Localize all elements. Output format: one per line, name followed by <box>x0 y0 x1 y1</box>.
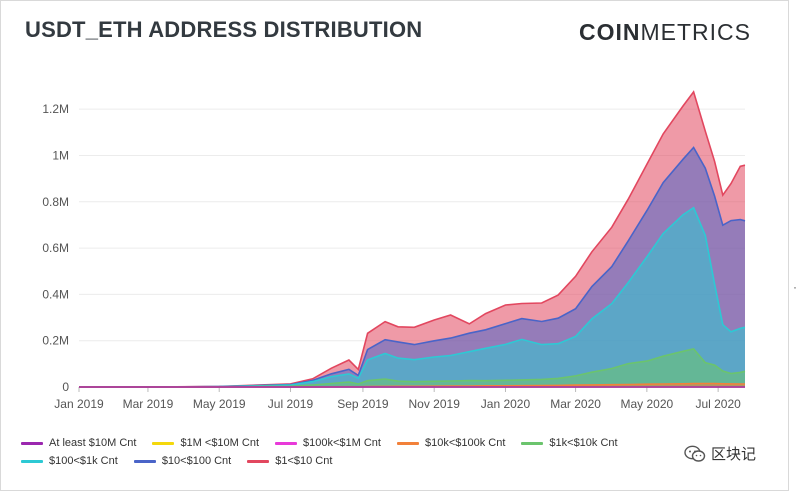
brand-logo-light: METRICS <box>640 19 751 45</box>
legend-item[interactable]: $1M <$10M Cnt <box>152 437 259 449</box>
legend-item[interactable]: $100k<$1M Cnt <box>275 437 381 449</box>
series-line <box>79 206 746 388</box>
legend-item[interactable]: At least $10M Cnt <box>21 437 136 449</box>
legend-swatch <box>521 441 544 445</box>
legend-swatch <box>21 459 43 463</box>
series-area <box>79 383 745 387</box>
legend-swatch <box>247 459 270 463</box>
series-line <box>79 90 746 388</box>
x-tick-label: Nov 2019 <box>409 397 461 411</box>
watermark: 区块记 <box>684 443 756 464</box>
x-tick-label: Jan 2019 <box>54 397 104 411</box>
x-tick-label: Mar 2019 <box>123 397 174 411</box>
legend-swatch <box>133 459 156 463</box>
brand-logo-bold: COIN <box>579 19 641 45</box>
legend-item[interactable]: $10<$100 Cnt <box>133 455 232 467</box>
side-mark: · <box>793 280 797 294</box>
area-chart: 0 0.2M 0.4M 0.6M 0.8M 1M 1.2M Jan 2019 Mar 2019 M… <box>42 90 746 411</box>
legend-label: $100<$1k Cnt <box>49 455 118 467</box>
y-tick-label: 1.2M <box>42 102 69 116</box>
chart-legend: At least $10M Cnt $1M <$10M Cnt $100k<$1M … <box>21 437 701 467</box>
legend-swatch <box>396 441 419 445</box>
series-group <box>79 90 746 388</box>
legend-label: $10k<$100k Cnt <box>424 437 506 449</box>
legend-swatch <box>21 441 43 445</box>
y-tick-label: 0.2M <box>42 334 69 348</box>
x-tick-label: Jul 2020 <box>695 397 741 411</box>
y-tick-label: 1M <box>52 148 69 162</box>
x-tick-label: Jul 2019 <box>268 397 314 411</box>
legend-item[interactable]: $1<$10 Cnt <box>247 455 332 467</box>
x-tick-label: Jan 2020 <box>481 397 531 411</box>
brand-logo: COINMETRICS <box>579 19 751 46</box>
legend-label: $1<$10 Cnt <box>275 455 333 467</box>
series-line <box>79 146 746 388</box>
series-area <box>79 348 745 387</box>
x-tick-label: Sep 2019 <box>337 397 389 411</box>
y-tick-label: 0.8M <box>42 195 69 209</box>
series-line <box>79 348 746 388</box>
chart-title: USDT_ETH ADDRESS DISTRIBUTION <box>25 17 423 42</box>
legend-swatch <box>275 441 298 445</box>
x-tick-label: May 2019 <box>193 397 246 411</box>
legend-label: $1k<$10k Cnt <box>549 437 618 449</box>
legend-label: $1M <$10M Cnt <box>180 437 260 449</box>
legend-item[interactable]: $1k<$10k Cnt <box>521 437 618 449</box>
y-tick-label: 0.4M <box>42 287 69 301</box>
x-tick-label: May 2020 <box>621 397 674 411</box>
legend-label: $100k<$1M Cnt <box>303 437 381 449</box>
legend-swatch <box>152 441 175 445</box>
legend-label: $10<$100 Cnt <box>161 455 232 467</box>
wechat-icon <box>684 445 706 462</box>
legend-item[interactable]: $10k<$100k Cnt <box>396 437 506 449</box>
legend-item[interactable]: $100<$1k Cnt <box>21 455 118 467</box>
watermark-text: 区块记 <box>711 446 757 463</box>
series-area <box>79 147 745 387</box>
legend-label: At least $10M Cnt <box>49 437 137 449</box>
y-tick-label: 0.6M <box>42 241 69 255</box>
x-tick-label: Mar 2020 <box>550 397 601 411</box>
series-area <box>79 207 745 387</box>
y-tick-label: 0 <box>62 380 69 394</box>
